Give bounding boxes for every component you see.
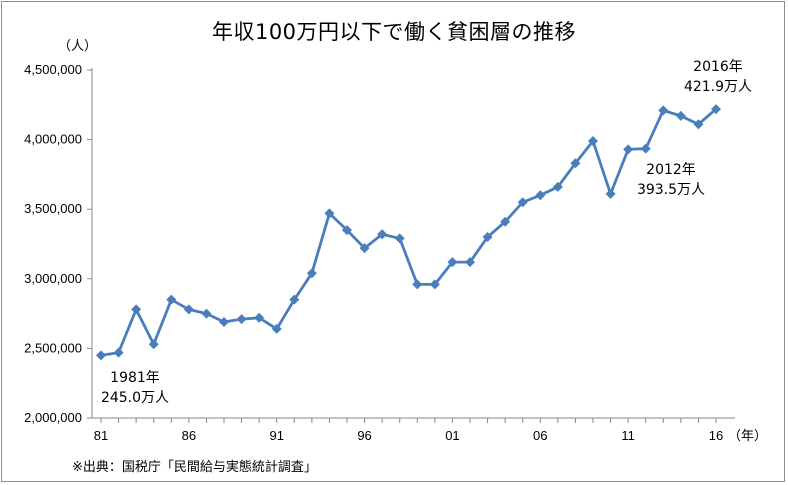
x-tick-label: 96 bbox=[357, 428, 371, 443]
annotation-year: 1981年 bbox=[110, 370, 160, 386]
data-point bbox=[342, 225, 352, 236]
axes bbox=[91, 68, 735, 419]
data-point bbox=[482, 232, 493, 243]
x-tick-label: 91 bbox=[269, 428, 283, 443]
data-point bbox=[324, 208, 335, 219]
data-point bbox=[377, 229, 388, 240]
annotation-year: 2012年 bbox=[646, 162, 696, 178]
data-point bbox=[711, 104, 721, 115]
data-point bbox=[271, 323, 282, 334]
y-axis-ticks: 2,000,000 2,500,000 3,000,000 3,500,000 4,00… bbox=[24, 62, 92, 425]
y-tick-label: 3,500,000 bbox=[24, 201, 82, 216]
source-note: ※出典：国税庁「民間給与実態統計調査」 bbox=[72, 460, 317, 475]
data-point bbox=[570, 158, 581, 169]
data-point bbox=[236, 314, 247, 325]
annotation-value: 393.5万人 bbox=[637, 182, 705, 198]
data-point bbox=[254, 312, 265, 323]
chart-title: 年収100万円以下で働く貧困層の推移 bbox=[211, 20, 577, 44]
y-tick-label: 2,000,000 bbox=[24, 410, 82, 425]
x-axis-ticks: 81 86 91 96 01 06 11 16 bbox=[94, 418, 723, 443]
y-tick-label: 2,500,000 bbox=[24, 340, 82, 355]
data-point bbox=[306, 268, 317, 279]
annotation-value: 421.9万人 bbox=[684, 79, 752, 95]
data-point bbox=[394, 233, 405, 244]
annotations: 1981年 245.0万人 2012年 393.5万人 2016年 421.9万人 bbox=[101, 59, 752, 406]
data-point bbox=[693, 119, 704, 130]
data-point bbox=[465, 257, 475, 268]
data-point bbox=[658, 105, 669, 116]
data-point bbox=[517, 197, 528, 208]
x-tick-label: 81 bbox=[94, 428, 108, 443]
data-point bbox=[96, 350, 106, 361]
x-tick-label: 06 bbox=[533, 428, 547, 443]
data-point bbox=[675, 110, 686, 121]
data-point bbox=[623, 144, 634, 155]
data-point bbox=[412, 279, 423, 290]
data-point bbox=[500, 216, 511, 227]
data-point bbox=[447, 257, 458, 268]
data-point bbox=[359, 243, 370, 254]
x-tick-label: 16 bbox=[709, 428, 723, 443]
data-point bbox=[166, 294, 177, 305]
y-tick-label: 4,500,000 bbox=[24, 62, 82, 77]
data-point bbox=[131, 304, 142, 315]
x-tick-label: 11 bbox=[621, 428, 635, 443]
annotation-value: 245.0万人 bbox=[101, 390, 169, 406]
annotation-year: 2016年 bbox=[693, 59, 743, 75]
data-point bbox=[605, 188, 616, 199]
series-points bbox=[96, 104, 721, 361]
x-tick-label: 86 bbox=[182, 428, 196, 443]
y-axis-label: （人） bbox=[58, 38, 97, 53]
data-point bbox=[289, 294, 300, 305]
x-axis-label: （年） bbox=[728, 428, 767, 443]
series-line bbox=[100, 108, 717, 357]
data-point bbox=[429, 279, 440, 290]
data-point bbox=[552, 181, 563, 192]
series-line-path bbox=[100, 108, 717, 357]
data-point bbox=[183, 304, 194, 315]
y-tick-label: 3,000,000 bbox=[24, 271, 82, 286]
data-point bbox=[219, 316, 229, 327]
data-point bbox=[640, 143, 651, 154]
x-tick-label: 01 bbox=[445, 428, 459, 443]
data-point bbox=[588, 135, 598, 146]
data-point bbox=[148, 339, 159, 350]
data-point bbox=[113, 347, 124, 358]
data-point bbox=[201, 308, 212, 319]
data-point bbox=[535, 190, 546, 201]
y-tick-label: 4,000,000 bbox=[24, 132, 82, 147]
